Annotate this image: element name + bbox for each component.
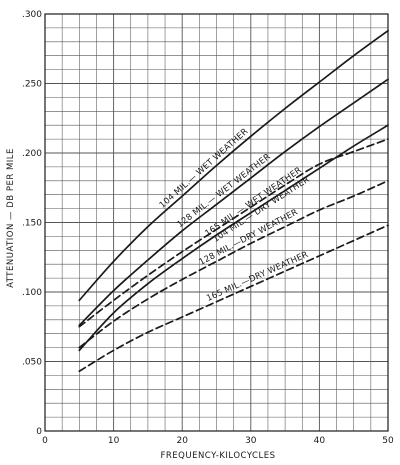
y-tick-label: .250: [22, 80, 42, 90]
y-tick-label: .150: [22, 219, 42, 229]
series-line-6: [78, 224, 389, 373]
y-axis-label: ATTENUATION — DB PER MILE: [6, 148, 16, 288]
tick-labels: 0 10 20 30 40 50 0 .050 .100 .150 .200 .250 .300: [22, 10, 394, 446]
series-line-4: [78, 138, 389, 328]
x-tick-label: 0: [42, 436, 48, 446]
series-line-1: [78, 29, 389, 302]
x-tick-label: 10: [108, 436, 120, 446]
y-tick-label: .100: [22, 288, 42, 298]
plot-frame: [44, 13, 389, 432]
y-tick-label: .300: [22, 10, 42, 20]
x-tick-label: 40: [314, 436, 326, 446]
x-axis-label: FREQUENCY-KILOCYCLES: [161, 451, 276, 461]
chart-curves: [78, 29, 389, 373]
x-tick-label: 30: [245, 436, 257, 446]
y-tick-label: .050: [22, 358, 42, 368]
series-line-2: [78, 78, 389, 327]
series-line-5: [78, 179, 389, 349]
chart-grid: [44, 13, 389, 432]
y-tick-label: .200: [22, 149, 42, 159]
x-tick-label: 50: [382, 436, 394, 446]
x-tick-label: 20: [176, 436, 188, 446]
y-tick-label: 0: [36, 427, 42, 437]
